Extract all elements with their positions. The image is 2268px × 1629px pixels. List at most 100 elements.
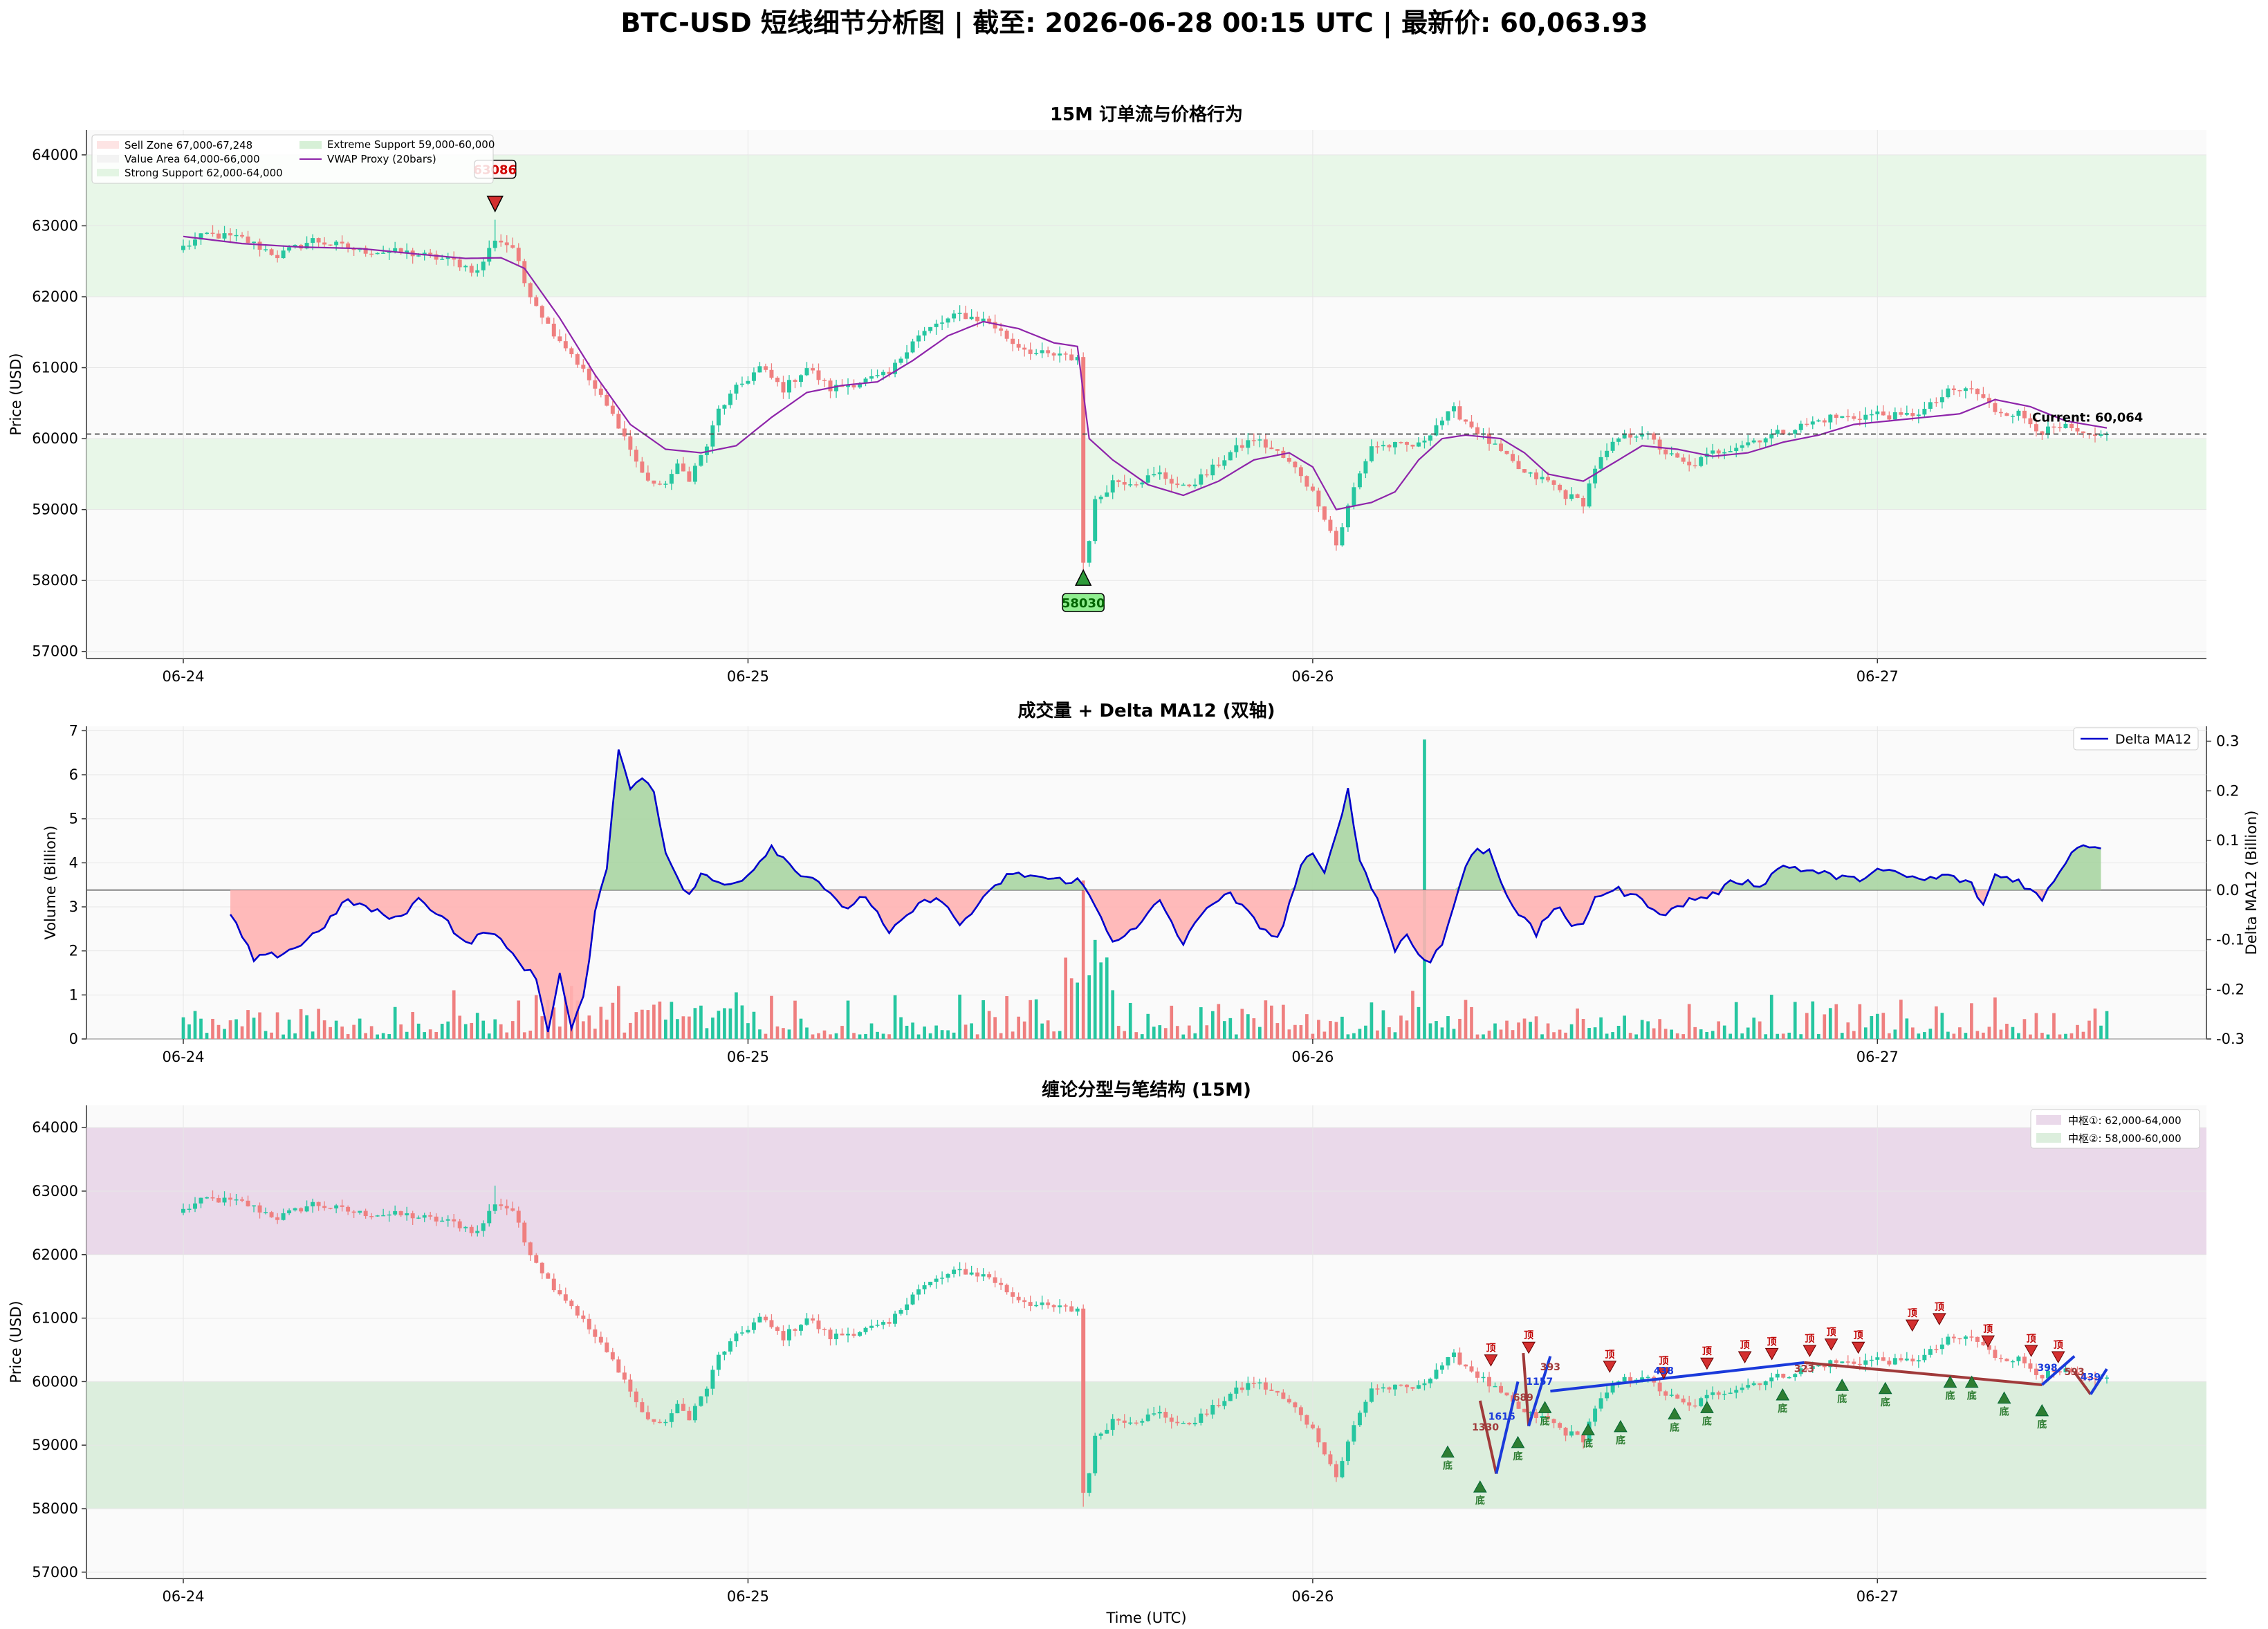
price-panel-candle-body bbox=[1728, 451, 1733, 452]
price-panel-candle-body bbox=[1392, 442, 1397, 448]
volume-bar bbox=[1146, 1013, 1150, 1039]
volume-bar bbox=[1928, 1029, 1933, 1039]
volume-bar bbox=[1652, 1028, 1656, 1039]
chan-panel-title: 缠论分型与笔结构 (15M) bbox=[1042, 1079, 1251, 1101]
top-fractal-label: 顶 bbox=[1854, 1330, 1863, 1341]
chan-panel-candle-body bbox=[1375, 1388, 1380, 1390]
price-panel-candle-body bbox=[804, 368, 809, 376]
price-panel-candle-body bbox=[1805, 423, 1809, 425]
chan-panel-candle-body bbox=[1993, 1350, 1998, 1358]
price-panel-candle-body bbox=[1669, 453, 1674, 454]
volume-bar bbox=[1558, 1029, 1562, 1039]
price-panel-ytick-label: 62000 bbox=[32, 288, 78, 305]
volume-bar bbox=[1034, 999, 1038, 1039]
volume-bar bbox=[829, 1034, 832, 1039]
volume-bar bbox=[1029, 1000, 1032, 1039]
chan-panel-candle-body bbox=[1352, 1425, 1356, 1442]
price-panel-candle-body bbox=[1969, 388, 1974, 389]
price-panel-candle-body bbox=[1781, 430, 1786, 434]
chan-panel-candle-body bbox=[1516, 1401, 1521, 1409]
chan-panel-candle-body bbox=[851, 1334, 856, 1336]
price-panel-candle-body bbox=[1051, 353, 1056, 356]
chan-panel-candle-body bbox=[828, 1329, 833, 1340]
volume-bar bbox=[946, 1030, 950, 1039]
price-panel-candle-body bbox=[1493, 443, 1497, 445]
chan-panel-candle-body bbox=[463, 1226, 468, 1228]
chan-panel-candle-body bbox=[581, 1315, 586, 1319]
chan-panel-candle-body bbox=[1251, 1383, 1256, 1384]
volume-bar bbox=[1893, 1029, 1897, 1039]
volume-bar bbox=[1982, 1032, 1985, 1039]
price-panel-candle-body bbox=[846, 385, 850, 387]
price-panel-candle-body bbox=[569, 348, 574, 355]
chan-panel-candle-body bbox=[1069, 1306, 1074, 1312]
price-panel-candle-body bbox=[1928, 402, 1933, 409]
chan-panel-candle-body bbox=[358, 1211, 362, 1213]
volume-bar bbox=[1828, 1008, 1832, 1039]
volume-bar bbox=[723, 1008, 726, 1039]
price-panel-ytick-label: 58000 bbox=[32, 572, 78, 589]
volume-bar bbox=[575, 1000, 580, 1039]
chan-panel-candle-body bbox=[1522, 1408, 1527, 1412]
volume-bar bbox=[329, 1027, 332, 1039]
volume-bar bbox=[1952, 1033, 1956, 1039]
price-panel-candle-body bbox=[1852, 416, 1856, 419]
chan-panel-candle-body bbox=[1116, 1419, 1121, 1421]
price-panel-candle-body bbox=[1093, 499, 1098, 542]
volume-bar bbox=[1975, 1031, 1980, 1039]
volume-bar bbox=[1275, 1023, 1280, 1039]
price-panel-candle-body bbox=[469, 266, 474, 273]
volume-bar bbox=[1222, 1021, 1226, 1039]
volume-bar bbox=[481, 1020, 486, 1039]
volume-bar bbox=[923, 1027, 926, 1039]
bottom-fractal-label: 底 bbox=[1443, 1460, 1453, 1472]
chan-panel-candle-body bbox=[1287, 1399, 1291, 1403]
legend-swatch bbox=[2036, 1133, 2061, 1143]
volume-panel-xtick-label: 06-27 bbox=[1856, 1049, 1899, 1065]
top-fractal-label: 顶 bbox=[1524, 1330, 1533, 1341]
chan-panel-xtick-label: 06-26 bbox=[1291, 1588, 1334, 1605]
price-panel-candle-body bbox=[351, 248, 356, 250]
chan-panel-candle-body bbox=[1951, 1336, 1956, 1338]
price-panel-candle-body bbox=[1793, 430, 1798, 434]
chan-panel-candle-body bbox=[645, 1412, 650, 1419]
chan-panel-candle-body bbox=[1981, 1341, 1986, 1345]
price-panel-candle-body bbox=[1058, 353, 1062, 356]
price-panel-ytick-label: 60000 bbox=[32, 430, 78, 447]
chan-panel-candle-body bbox=[1852, 1361, 1856, 1364]
volume-bar bbox=[1611, 1032, 1614, 1039]
chan-panel-candle-body bbox=[622, 1372, 627, 1380]
chan-panel-candle-body bbox=[540, 1262, 544, 1273]
volume-bar bbox=[193, 1011, 197, 1039]
price-panel-candle-body bbox=[910, 341, 915, 353]
chan-panel-candle-body bbox=[1892, 1358, 1897, 1365]
volume-bar bbox=[387, 1033, 391, 1039]
chan-panel-candle-body bbox=[1610, 1384, 1615, 1393]
bottom-fractal-icon bbox=[1835, 1379, 1850, 1391]
volume-bar bbox=[540, 1016, 544, 1039]
price-panel-candle-body bbox=[1204, 474, 1209, 476]
volume-bar bbox=[2064, 1033, 2067, 1039]
chan-panel-candle-body bbox=[1105, 1430, 1109, 1434]
chan-panel-candle-body bbox=[246, 1200, 250, 1206]
price-panel-candle-body bbox=[557, 336, 562, 342]
volume-bar bbox=[1552, 1032, 1556, 1039]
volume-bar bbox=[999, 1033, 1003, 1039]
chan-bi-stroke bbox=[1663, 1361, 1805, 1380]
volume-bar bbox=[1081, 880, 1085, 1039]
volume-bar bbox=[876, 1031, 879, 1039]
chan-panel-candle-body bbox=[1763, 1381, 1768, 1386]
legend-entry: Value Area 64,000-66,000 bbox=[125, 153, 260, 165]
volume-bar bbox=[2034, 1013, 2038, 1039]
volume-bar bbox=[658, 1001, 662, 1039]
chan-panel-candle-body bbox=[1222, 1401, 1227, 1406]
price-panel-candle-body bbox=[640, 461, 645, 473]
high-marker-icon bbox=[486, 195, 504, 213]
chan-panel-candle-body bbox=[1493, 1386, 1497, 1388]
bottom-fractal-label: 底 bbox=[1702, 1415, 1712, 1427]
volume-bar bbox=[2046, 1034, 2050, 1039]
price-panel-candle-body bbox=[1081, 357, 1086, 563]
chan-panel-candle-body bbox=[822, 1329, 827, 1330]
volume-bar bbox=[1569, 1024, 1574, 1039]
chan-panel-candle-body bbox=[1922, 1354, 1927, 1361]
